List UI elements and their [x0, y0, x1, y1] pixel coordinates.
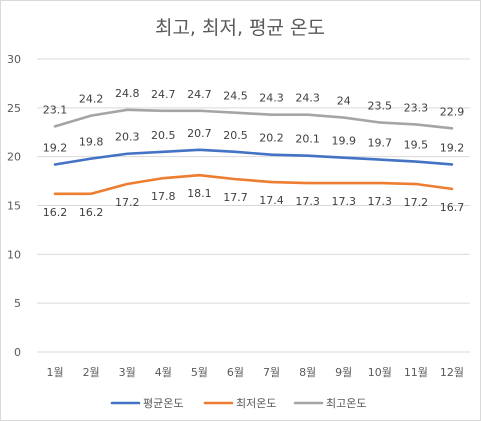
series-line: [53, 173, 454, 196]
data-label: 24.3: [259, 92, 284, 105]
data-label: 24.7: [151, 88, 176, 101]
x-tick-label: 12월: [440, 366, 464, 379]
chart-title: 최고, 최저, 평균 온도: [155, 17, 325, 39]
data-label: 19.8: [79, 136, 104, 149]
data-label: 19.7: [368, 137, 393, 150]
data-label: 17.4: [259, 194, 284, 207]
data-label: 20.5: [151, 129, 176, 142]
legend-label: 최고온도: [326, 397, 366, 410]
data-label: 17.3: [331, 195, 356, 208]
data-labels: 19.2 19.8 20.3 20.5 20.7 20.5 20.2 20.1 19.9 19.7…: [43, 87, 464, 219]
data-label: 20.5: [223, 129, 248, 142]
y-tick-label: 15: [7, 200, 21, 213]
legend: 평균온도 최저온도 최고온도: [110, 397, 366, 410]
x-tick-label: 7월: [263, 366, 280, 379]
x-tick-label: 5월: [191, 366, 208, 379]
data-label: 23.1: [43, 103, 68, 116]
x-tick-label: 9월: [335, 366, 352, 379]
data-label: 20.7: [187, 127, 212, 140]
x-tick-label: 2월: [83, 366, 100, 379]
data-label: 19.2: [43, 141, 68, 154]
y-tick-label: 30: [7, 53, 21, 66]
data-label: 19.9: [331, 135, 356, 148]
data-label: 24.5: [223, 90, 248, 103]
x-tick-label: 3월: [119, 366, 136, 379]
data-label: 19.2: [440, 141, 465, 154]
data-label: 17.3: [368, 195, 393, 208]
data-label: 24.3: [295, 92, 320, 105]
data-label: 24.2: [79, 93, 104, 106]
data-label: 17.8: [151, 190, 176, 203]
series-line: [53, 108, 454, 130]
data-label: 20.2: [259, 132, 284, 145]
data-label: 17.2: [115, 196, 140, 209]
data-label: 24.7: [187, 88, 212, 101]
data-label: 24.8: [115, 87, 140, 100]
x-tick-label: 4월: [155, 366, 172, 379]
y-axis-ticks: 0 5 10 15 20 25 30: [7, 53, 21, 359]
series-line: [53, 148, 454, 166]
data-label: 23.5: [368, 99, 393, 112]
x-tick-label: 6월: [227, 366, 244, 379]
series-lines: [53, 108, 454, 196]
y-tick-label: 10: [7, 248, 21, 261]
data-label: 17.7: [223, 191, 248, 204]
x-tick-label: 10월: [368, 366, 392, 379]
legend-label: 평균온도: [143, 397, 183, 410]
y-tick-label: 5: [14, 297, 21, 310]
data-label: 18.1: [187, 187, 212, 200]
data-label: 17.2: [404, 196, 429, 209]
legend-label: 최저온도: [236, 397, 276, 410]
data-label: 19.5: [404, 139, 429, 152]
data-label: 23.3: [404, 101, 429, 114]
data-label: 20.1: [295, 133, 320, 146]
data-label: 16.2: [79, 206, 104, 219]
data-label: 16.2: [43, 206, 68, 219]
data-label: 16.7: [440, 201, 465, 214]
x-tick-label: 8월: [299, 366, 316, 379]
data-label: 20.3: [115, 131, 140, 144]
data-label: 22.9: [440, 105, 465, 118]
y-tick-label: 25: [7, 102, 21, 115]
x-tick-label: 11월: [404, 366, 428, 379]
data-label: 17.3: [295, 195, 320, 208]
x-axis-ticks: 1월 2월 3월 4월 5월 6월 7월 8월 9월 10월 11월 12월: [46, 366, 464, 379]
data-label: 24: [337, 95, 351, 108]
y-tick-label: 0: [14, 346, 21, 359]
x-tick-label: 1월: [46, 366, 63, 379]
y-tick-label: 20: [7, 151, 21, 164]
